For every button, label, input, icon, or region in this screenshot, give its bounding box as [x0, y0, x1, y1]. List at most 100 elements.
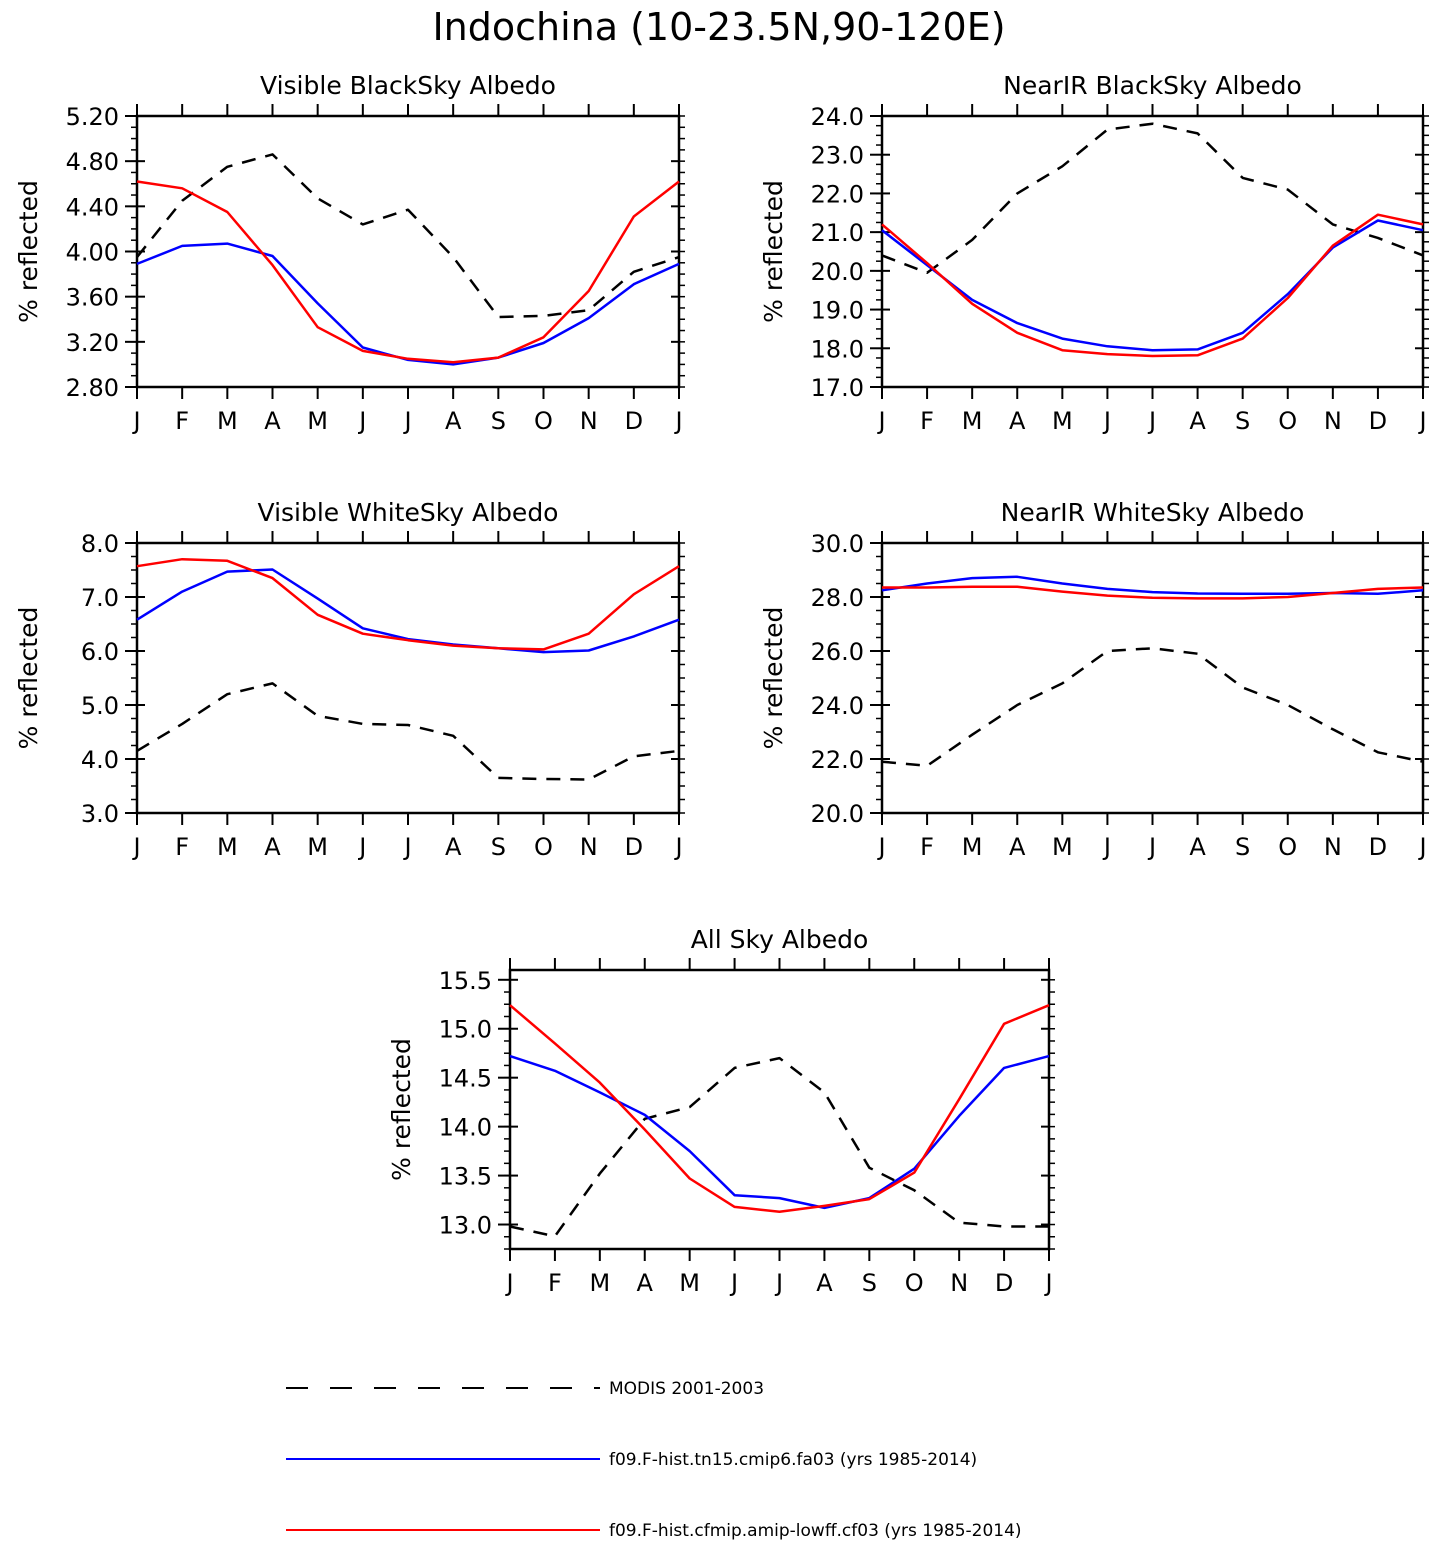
y-tick-label: 8.0 [81, 530, 119, 558]
y-tick-label: 30.0 [811, 530, 864, 558]
x-tick-label: J [1417, 407, 1426, 435]
x-tick-label: J [131, 407, 140, 435]
y-tick-label: 20.0 [811, 800, 864, 828]
series-line-model_a [509, 1054, 1050, 1210]
x-tick-label: M [679, 1269, 700, 1297]
x-tick-label: F [548, 1269, 562, 1297]
x-tick-label: O [534, 833, 553, 861]
legend-label: f09.F-hist.tn15.cmip6.fa03 (yrs 1985-201… [609, 1450, 977, 1470]
x-tick-label: S [1235, 407, 1250, 435]
x-tick-label: F [920, 407, 934, 435]
y-axis-label: % reflected [14, 180, 43, 323]
x-tick-label: A [445, 407, 462, 435]
plot-frame [135, 541, 681, 815]
series-line-modis [509, 1056, 1049, 1238]
x-tick-label: A [637, 1269, 654, 1297]
x-tick-label: D [1369, 407, 1387, 435]
x-tick-label: M [307, 407, 328, 435]
series-line-model_b [882, 585, 1424, 600]
x-tick-label: J [1147, 407, 1156, 435]
y-tick-label: 20.0 [811, 258, 864, 286]
x-tick-label: N [950, 1269, 968, 1297]
x-tick-label: M [589, 1269, 610, 1297]
x-tick-label: D [625, 833, 643, 861]
x-tick-label: M [217, 833, 238, 861]
chart-title: NearIR BlackSky Albedo [1003, 71, 1302, 100]
x-tick-label: J [876, 407, 885, 435]
legend-label: MODIS 2001-2003 [609, 1379, 764, 1399]
x-tick-label: M [962, 407, 983, 435]
y-tick-label: 14.5 [439, 1065, 492, 1093]
series-line-modis [136, 682, 680, 781]
y-tick-label: 19.0 [811, 297, 864, 325]
series-line-modis [881, 122, 1424, 275]
series-line-model_b [509, 1004, 1050, 1214]
y-tick-label: 3.60 [66, 284, 119, 312]
y-tick-label: 24.0 [811, 692, 864, 720]
x-tick-label: A [1009, 407, 1026, 435]
x-tick-label: N [580, 407, 598, 435]
x-tick-label: J [673, 833, 682, 861]
series-line-model_b [881, 213, 1424, 358]
series-line-modis [881, 647, 1424, 768]
x-tick-label: M [217, 407, 238, 435]
y-axis-label: % reflected [387, 1038, 416, 1181]
y-tick-label: 3.0 [81, 800, 119, 828]
plot-frame [135, 114, 681, 389]
plot-frame [880, 541, 1425, 815]
x-tick-label: S [862, 1269, 877, 1297]
x-tick-label: A [264, 407, 281, 435]
x-tick-label: S [491, 833, 506, 861]
plot-frame [508, 968, 1051, 1251]
y-tick-label: 15.5 [439, 967, 492, 995]
chart-title: All Sky Albedo [691, 925, 869, 954]
y-tick-label: 4.00 [66, 239, 119, 267]
x-tick-label: O [1278, 407, 1297, 435]
x-tick-label: J [729, 1269, 738, 1297]
x-tick-label: J [1043, 1269, 1052, 1297]
chart-title: Visible WhiteSky Albedo [258, 498, 559, 527]
x-tick-label: J [131, 833, 140, 861]
y-tick-label: 23.0 [811, 142, 864, 170]
y-tick-label: 21.0 [811, 219, 864, 247]
x-tick-label: M [307, 833, 328, 861]
x-tick-label: A [445, 833, 462, 861]
y-tick-label: 2.80 [66, 374, 119, 402]
y-tick-label: 6.0 [81, 638, 119, 666]
x-tick-label: A [1189, 833, 1206, 861]
x-tick-label: F [175, 833, 189, 861]
x-tick-label: M [1052, 833, 1073, 861]
x-tick-label: O [1278, 833, 1297, 861]
x-tick-label: O [534, 407, 553, 435]
x-tick-label: F [920, 833, 934, 861]
y-tick-label: 28.0 [811, 584, 864, 612]
series-line-model_b [136, 180, 680, 364]
y-tick-label: 5.20 [66, 103, 119, 131]
figure-title: Indochina (10-23.5N,90-120E) [432, 5, 1005, 49]
y-tick-label: 14.0 [439, 1114, 492, 1142]
x-tick-label: M [1052, 407, 1073, 435]
y-axis-label: % reflected [759, 607, 788, 750]
x-tick-label: J [402, 407, 411, 435]
x-tick-label: A [264, 833, 281, 861]
y-tick-label: 18.0 [811, 335, 864, 363]
x-tick-label: A [1009, 833, 1026, 861]
x-tick-label: J [774, 1269, 783, 1297]
y-tick-label: 4.40 [66, 193, 119, 221]
x-tick-label: M [962, 833, 983, 861]
y-axis-label: % reflected [14, 607, 43, 750]
x-tick-label: S [1235, 833, 1250, 861]
plot-frame [880, 114, 1425, 389]
y-tick-label: 26.0 [811, 638, 864, 666]
x-tick-label: A [816, 1269, 833, 1297]
series-line-modis [136, 153, 680, 319]
y-axis-label: % reflected [759, 180, 788, 323]
x-tick-label: D [1369, 833, 1387, 861]
y-tick-label: 13.5 [439, 1163, 492, 1191]
